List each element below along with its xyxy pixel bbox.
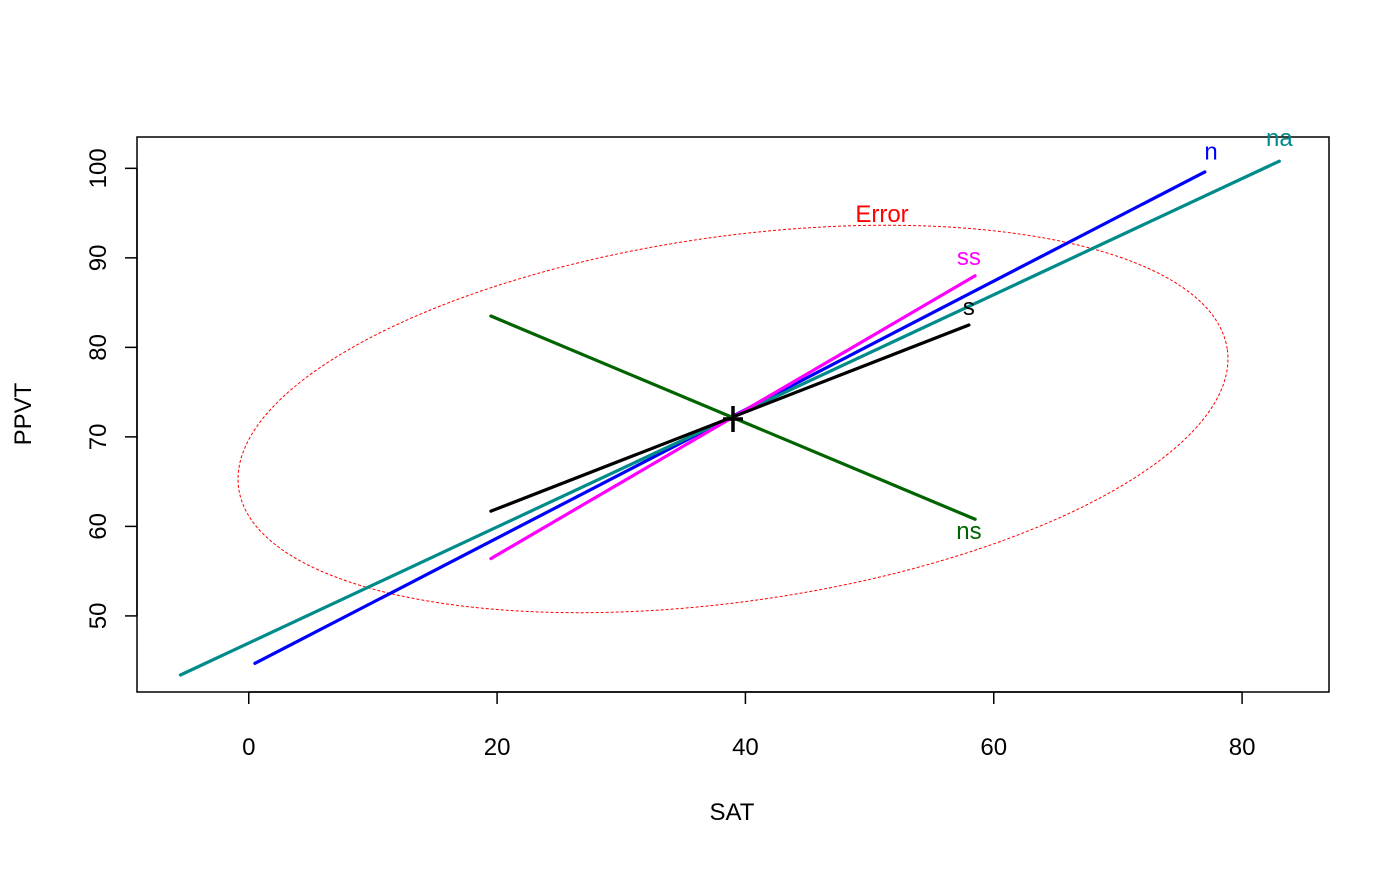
x-tick-label: 20 bbox=[484, 734, 511, 761]
y-tick-label: 100 bbox=[85, 148, 112, 188]
series-label-n: n bbox=[1204, 138, 1217, 165]
x-tick-label: 40 bbox=[732, 734, 759, 761]
y-tick-label: 60 bbox=[85, 513, 112, 540]
error-ellipse-label: Error bbox=[855, 201, 908, 228]
y-tick-label: 80 bbox=[85, 334, 112, 361]
y-axis-label: PPVT bbox=[10, 382, 37, 445]
error-ellipse-layer bbox=[237, 224, 1229, 614]
x-tick-label: 60 bbox=[980, 734, 1007, 761]
series-label-ss: ss bbox=[957, 244, 981, 271]
x-axis: 0 20 40 60 80 bbox=[242, 691, 1256, 761]
y-tick-label: 70 bbox=[85, 424, 112, 451]
series-label-s: s bbox=[963, 294, 975, 321]
series-label-na: na bbox=[1266, 125, 1293, 152]
series-label-ns: ns bbox=[956, 518, 981, 545]
x-axis-label: SAT bbox=[710, 799, 755, 826]
y-tick-label: 90 bbox=[85, 244, 112, 271]
centroid-layer bbox=[723, 405, 743, 432]
x-tick-label: 80 bbox=[1229, 734, 1256, 761]
x-tick-label: 0 bbox=[242, 734, 255, 761]
error-ellipse bbox=[237, 224, 1229, 614]
y-tick-label: 50 bbox=[85, 603, 112, 630]
y-axis: 50 60 70 80 90 100 bbox=[85, 148, 138, 630]
